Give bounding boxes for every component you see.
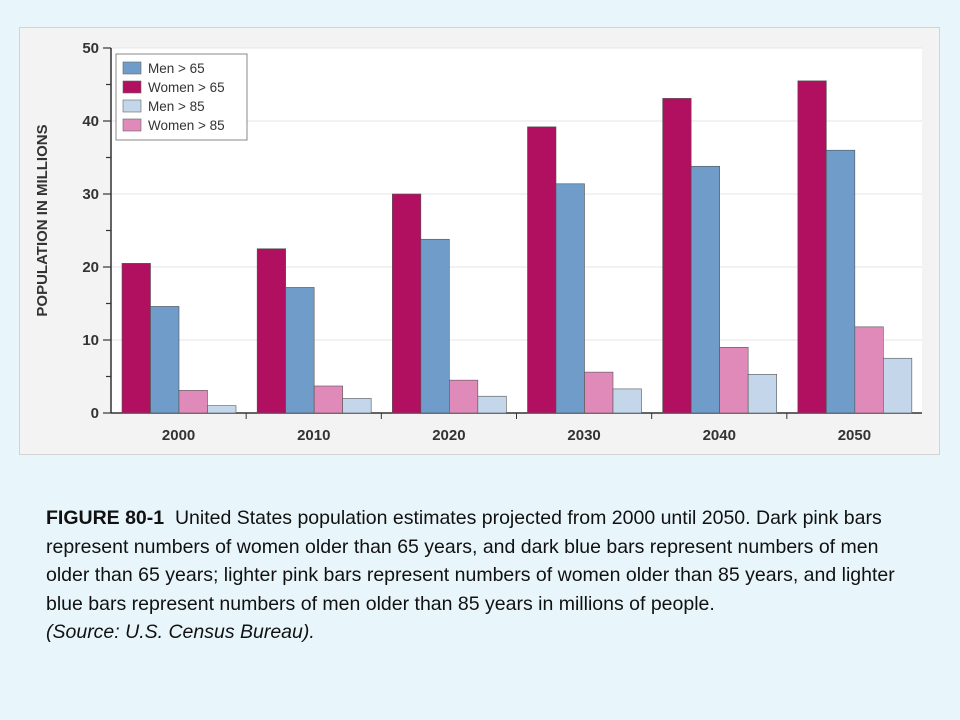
bar: [555, 183, 585, 414]
legend-swatch: [122, 80, 142, 94]
y-tick-label: 30: [82, 186, 99, 203]
x-tick-label: 2010: [297, 427, 330, 444]
legend-label: Women > 65: [148, 80, 225, 95]
x-tick-label: 2020: [432, 427, 465, 444]
legend-swatch: [122, 99, 142, 113]
bar: [719, 346, 749, 414]
bar: [178, 390, 208, 414]
legend-label: Men > 65: [148, 61, 205, 76]
bar: [313, 385, 343, 414]
bar: [420, 238, 450, 414]
y-tick-label: 40: [82, 113, 99, 130]
caption-text: United States population estimates proje…: [46, 507, 895, 615]
bar: [826, 149, 856, 414]
bar: [747, 374, 777, 414]
bar: [584, 371, 614, 414]
x-tick-label: 2030: [567, 427, 600, 444]
x-tick-label: 2000: [162, 427, 195, 444]
bar: [256, 248, 286, 414]
y-tick-label: 10: [82, 332, 99, 349]
y-tick-label: 20: [82, 259, 99, 276]
bar: [662, 98, 692, 414]
figure-caption: FIGURE 80-1 United States population est…: [46, 504, 926, 647]
caption-label: FIGURE 80-1: [46, 507, 165, 529]
bar: [207, 405, 237, 414]
caption-source: (Source: U.S. Census Bureau).: [46, 621, 315, 643]
legend-swatch: [122, 118, 142, 132]
bar: [342, 398, 372, 414]
bar: [854, 326, 884, 414]
bar: [392, 193, 422, 414]
bar: [883, 357, 913, 414]
bar: [150, 306, 180, 414]
x-tick-label: 2050: [838, 427, 871, 444]
legend-swatch: [122, 61, 142, 75]
bar: [477, 395, 507, 414]
bar: [797, 80, 827, 414]
bar: [612, 388, 642, 414]
y-tick-label: 50: [82, 40, 99, 57]
y-axis-title: POPULATION IN MILLIONS: [34, 124, 51, 316]
bar: [527, 126, 557, 414]
bar: [285, 287, 315, 414]
y-tick-label: 0: [91, 405, 99, 422]
x-tick-label: 2040: [703, 427, 736, 444]
bar: [690, 165, 720, 414]
legend-label: Men > 85: [148, 99, 205, 114]
bar: [449, 379, 479, 414]
bar: [121, 263, 151, 414]
legend-label: Women > 85: [148, 118, 225, 133]
